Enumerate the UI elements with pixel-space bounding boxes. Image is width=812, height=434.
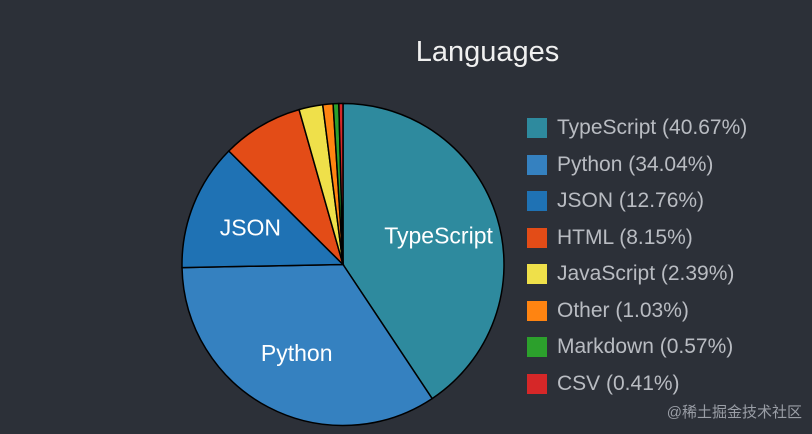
legend-swatch: [527, 154, 547, 175]
legend-item-python: Python (34.04%): [527, 147, 747, 184]
legend-label: HTML (8.15%): [557, 225, 693, 249]
legend-label: TypeScript (40.67%): [557, 116, 748, 140]
legend-item-csv: CSV (0.41%): [527, 366, 747, 403]
slice-label-typescript: TypeScript: [384, 223, 493, 249]
legend-swatch: [527, 300, 547, 321]
legend-item-other: Other (1.03%): [527, 293, 747, 330]
legend-item-json: JSON (12.76%): [527, 183, 747, 220]
pie-slice-json: [181, 149, 345, 269]
legend-swatch: [527, 264, 547, 285]
legend-label: Other (1.03%): [557, 298, 689, 322]
legend-label: Python (34.04%): [557, 152, 714, 176]
legend-item-html: HTML (8.15%): [527, 220, 747, 257]
legend: TypeScript (40.67%) Python (34.04%) JSON (…: [527, 110, 747, 402]
legend-item-javascript: JavaScript (2.39%): [527, 256, 747, 293]
legend-swatch: [527, 227, 547, 248]
legend-swatch: [527, 373, 547, 394]
legend-item-typescript: TypeScript (40.67%): [527, 110, 747, 147]
legend-swatch: [527, 118, 547, 139]
slice-label-python: Python: [261, 340, 333, 366]
legend-label: JavaScript (2.39%): [557, 262, 735, 286]
watermark: @稀土掘金技术社区: [666, 404, 802, 421]
legend-label: Markdown (0.57%): [557, 335, 734, 359]
legend-label: JSON (12.76%): [557, 189, 705, 213]
legend-swatch: [527, 337, 547, 358]
legend-label: CSV (0.41%): [557, 371, 680, 395]
legend-swatch: [527, 191, 547, 212]
legend-item-markdown: Markdown (0.57%): [527, 329, 747, 366]
chart-title: Languages: [415, 36, 560, 68]
pie-slice-python: [181, 263, 434, 427]
slice-label-json: JSON: [220, 214, 281, 240]
pie-slice-csv: [338, 102, 344, 265]
